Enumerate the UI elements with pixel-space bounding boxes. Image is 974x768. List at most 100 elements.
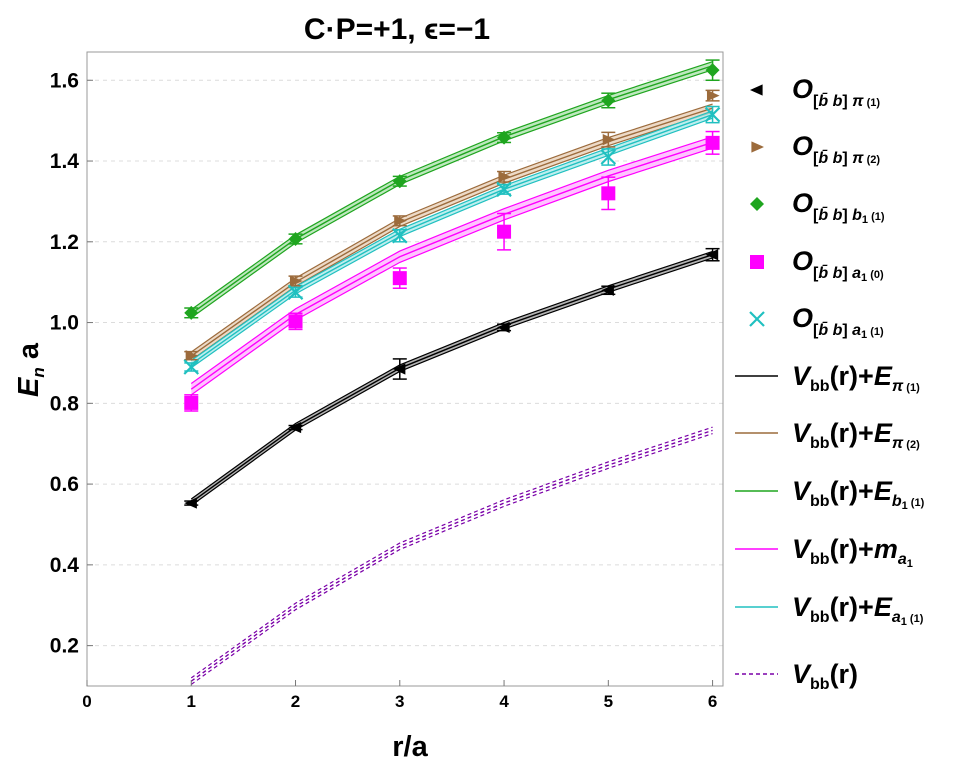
marker-triangle-right: [394, 215, 407, 227]
legend-label: Vbb(r)+ma1: [792, 534, 913, 570]
legend-label-part: a: [848, 265, 861, 282]
legend-label: Vbb(r)+Eπ (2): [792, 418, 920, 452]
ticks: 0.2 0.4 0.6 0.8 1.0 1.2 1.4 1.6 0 1 2 3 4 5 6: [50, 69, 718, 711]
legend-label-part: O: [792, 188, 813, 218]
data-point: [601, 131, 616, 148]
legend-label-part: [: [813, 150, 819, 167]
band-central-line: [190, 113, 713, 365]
x-tick-label: 6: [708, 692, 717, 711]
x-tick-label: 0: [82, 692, 91, 711]
marker-square: [497, 224, 512, 239]
legend-item: O[b̄ b] b1 (1): [750, 188, 885, 226]
marker-triangle-left: [288, 421, 302, 434]
data-point: [184, 350, 199, 362]
legend-label-part: π: [892, 378, 904, 395]
chart-title: C·P=+1, ϵ=−1: [304, 13, 490, 46]
legend-item: Vbb(r): [735, 659, 858, 693]
data-point: [392, 358, 407, 380]
legend-label-part: [: [813, 93, 819, 110]
legend-label-part: b̄: [818, 320, 828, 339]
legend-label-part: 1: [861, 272, 867, 284]
legend-label-part: b̄: [818, 91, 828, 110]
legend-label-part: O: [792, 74, 813, 104]
band-central-line: [190, 65, 713, 315]
legend-label-part: π: [848, 150, 864, 167]
legend-label-part: O: [792, 303, 813, 333]
legend-label-part: b̄: [818, 148, 828, 167]
marker-diamond: [392, 174, 407, 189]
marker-square: [184, 395, 199, 410]
legend-label-part: bb: [810, 609, 830, 626]
data-point: [601, 176, 616, 211]
marker-cross-stroke: [392, 227, 408, 244]
legend-label: O[b̄ b] a1 (1): [792, 303, 884, 341]
legend-item: Vbb(r)+Eπ (1): [735, 361, 920, 395]
data-point: [497, 170, 512, 183]
legend-label-part: (1): [908, 497, 925, 509]
legend-label-part: 1: [901, 616, 907, 628]
legend-label-part: (r): [830, 659, 859, 689]
legend-label-part: 1: [862, 214, 868, 226]
band-0: [191, 251, 713, 506]
legend-label-part: ]: [842, 150, 847, 167]
legend-label-part: E: [874, 476, 893, 506]
legend-label: Vbb(r)+Ea1 (1): [792, 592, 924, 628]
legend-label-part: b: [848, 207, 862, 224]
legend-label: O[b̄ b] π (1): [792, 74, 880, 110]
legend-label-part: (1): [907, 613, 924, 625]
marker-cross: [704, 106, 721, 123]
marker-square: [601, 186, 616, 201]
legend-item: O[b̄ b] a1 (1): [749, 303, 884, 341]
legend-label: O[b̄ b] π (2): [792, 131, 880, 167]
legend-label-part: (0): [867, 269, 884, 281]
marker-triangle-right: [751, 141, 764, 153]
legend-label-part: E: [874, 592, 893, 622]
marker-triangle-left: [705, 249, 719, 261]
band-lower-line: [190, 257, 713, 506]
data-point: [287, 284, 304, 301]
data-point: [705, 59, 720, 82]
legend-label-part: b̄: [818, 205, 828, 224]
legend-label-part: a: [892, 609, 901, 626]
band-central-line: [190, 429, 713, 682]
legend-label-part: (1): [903, 382, 920, 394]
marker-square: [705, 135, 720, 150]
marker-square: [750, 255, 764, 269]
legend-label-part: ]: [842, 93, 847, 110]
band-central-line: [190, 254, 713, 503]
marker-square: [288, 314, 303, 329]
legend-label-part: (1): [864, 97, 881, 109]
marker-square: [392, 271, 407, 286]
legend-label-part: V: [792, 592, 812, 622]
marker-triangle-left: [750, 84, 763, 96]
band-3: [191, 136, 713, 395]
legend-label-part: [: [813, 207, 819, 224]
band-lower-line: [190, 433, 713, 685]
y-tick-label: 0.6: [50, 473, 79, 496]
data-point: [184, 305, 199, 320]
legend-label-part: π: [892, 435, 904, 452]
legend-label-part: bb: [810, 378, 830, 395]
marker-diamond: [705, 63, 720, 78]
legend-item: O[b̄ b] π (1): [750, 74, 880, 110]
x-axis-label: r/a: [392, 731, 428, 763]
marker-triangle-right: [289, 275, 303, 287]
band-lower-line: [190, 117, 713, 369]
y-tick-label: 0.2: [50, 635, 79, 658]
y-tick-label: 0.4: [50, 554, 80, 577]
x-tick-label: 2: [291, 692, 300, 711]
band-upper-line: [190, 250, 713, 500]
data-point: [601, 92, 616, 109]
data-point: [392, 267, 407, 289]
y-tick-label: 1.6: [50, 69, 79, 92]
legend-label-part: a: [898, 551, 907, 568]
legend-label-part: m: [874, 534, 898, 564]
data-point: [497, 212, 512, 251]
marker-cross: [287, 284, 304, 301]
legend-label-part: E: [874, 361, 893, 391]
legend-label-part: O: [792, 246, 813, 276]
marker-diamond: [601, 93, 616, 108]
marker-cross-stroke: [749, 311, 765, 327]
legend-label-part: (2): [903, 439, 920, 451]
legend-label: Vbb(r)+Eb1 (1): [792, 476, 925, 512]
